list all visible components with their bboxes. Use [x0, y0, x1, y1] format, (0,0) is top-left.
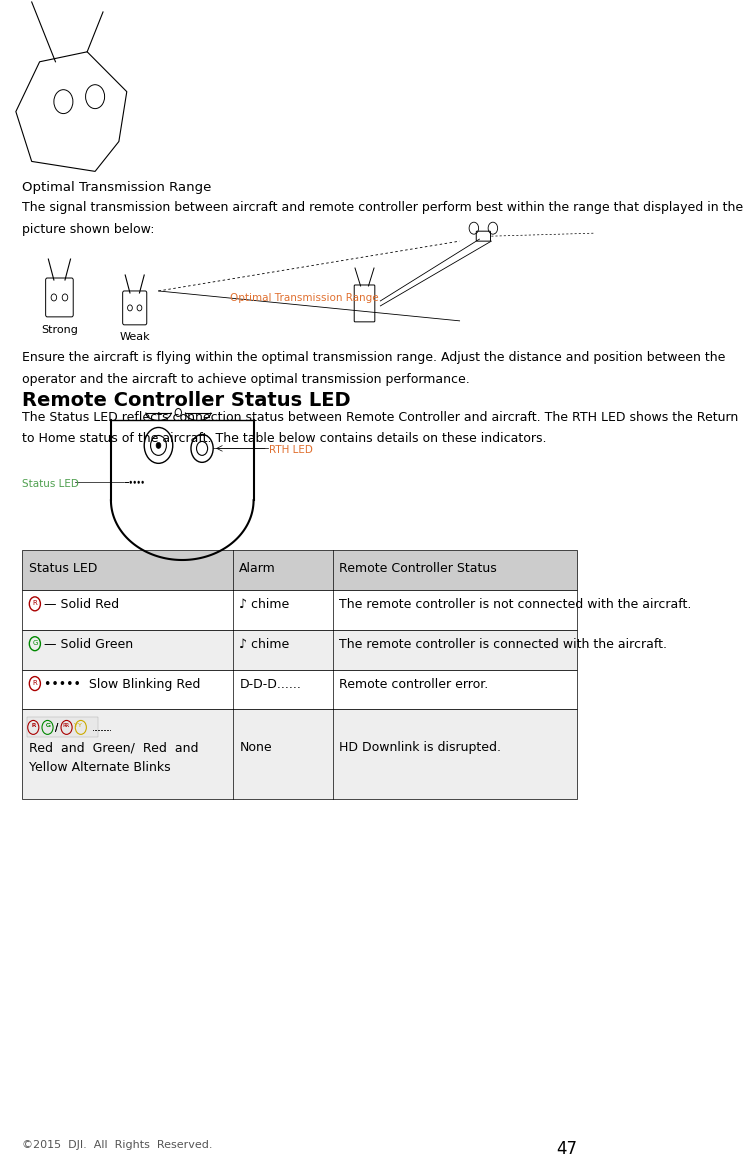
- Text: Status LED: Status LED: [29, 562, 97, 575]
- Text: ......: ......: [94, 724, 111, 733]
- Text: — Solid Green: — Solid Green: [45, 638, 134, 651]
- FancyBboxPatch shape: [22, 590, 577, 630]
- Text: The signal transmission between aircraft and remote controller perform best with: The signal transmission between aircraft…: [22, 201, 743, 214]
- Text: — Solid Red: — Solid Red: [45, 598, 119, 611]
- Text: Strong: Strong: [41, 325, 78, 336]
- Text: Remote Controller Status LED: Remote Controller Status LED: [22, 390, 351, 409]
- Text: G: G: [33, 640, 38, 646]
- Text: operator and the aircraft to achieve optimal transmission performance.: operator and the aircraft to achieve opt…: [22, 373, 470, 386]
- FancyBboxPatch shape: [22, 550, 577, 590]
- FancyBboxPatch shape: [22, 669, 577, 710]
- Circle shape: [141, 481, 144, 483]
- Text: RTH LED: RTH LED: [269, 445, 313, 456]
- Text: R: R: [33, 680, 37, 686]
- Text: picture shown below:: picture shown below:: [22, 223, 155, 236]
- Text: ♪ chime: ♪ chime: [240, 638, 290, 651]
- Text: G: G: [45, 724, 50, 729]
- Text: R: R: [31, 724, 36, 729]
- Text: Y: Y: [73, 724, 78, 729]
- Text: R: R: [64, 724, 69, 729]
- Text: R: R: [31, 724, 36, 729]
- Text: Red  and  Green/  Red  and: Red and Green/ Red and: [29, 741, 198, 754]
- Circle shape: [134, 481, 136, 483]
- Text: ©2015  DJI.  All  Rights  Reserved.: ©2015 DJI. All Rights Reserved.: [22, 1140, 212, 1150]
- Text: to Home status of the aircraft. The table below contains details on these indica: to Home status of the aircraft. The tabl…: [22, 432, 547, 445]
- Text: Remote controller error.: Remote controller error.: [339, 677, 488, 690]
- Circle shape: [156, 443, 161, 449]
- Text: R: R: [33, 600, 37, 605]
- Text: •••••  Slow Blinking Red: ••••• Slow Blinking Red: [45, 677, 201, 690]
- Text: Y: Y: [79, 724, 82, 729]
- Text: The remote controller is connected with the aircraft.: The remote controller is connected with …: [339, 638, 667, 651]
- Text: None: None: [240, 741, 272, 754]
- Text: R: R: [63, 724, 67, 729]
- Circle shape: [138, 481, 140, 483]
- FancyBboxPatch shape: [22, 710, 577, 799]
- Text: 47: 47: [556, 1140, 577, 1157]
- FancyBboxPatch shape: [27, 717, 98, 738]
- Text: ......: ......: [92, 724, 110, 733]
- Text: Weak: Weak: [119, 332, 150, 342]
- Text: The Status LED reflects connection status between Remote Controller and aircraft: The Status LED reflects connection statu…: [22, 410, 739, 423]
- Text: HD Downlink is disrupted.: HD Downlink is disrupted.: [339, 741, 501, 754]
- Text: The remote controller is not connected with the aircraft.: The remote controller is not connected w…: [339, 598, 692, 611]
- Text: D-D-D......: D-D-D......: [240, 677, 301, 690]
- Text: Optimal Transmission Range: Optimal Transmission Range: [22, 181, 212, 194]
- Text: Alarm: Alarm: [240, 562, 276, 575]
- Text: Ensure the aircraft is flying within the optimal transmission range. Adjust the : Ensure the aircraft is flying within the…: [22, 351, 726, 364]
- FancyBboxPatch shape: [22, 630, 577, 669]
- Circle shape: [129, 481, 132, 483]
- Text: Optimal Transmission Range: Optimal Transmission Range: [230, 293, 379, 303]
- Text: Yellow Alternate Blinks: Yellow Alternate Blinks: [29, 761, 170, 774]
- Text: Remote Controller Status: Remote Controller Status: [339, 562, 497, 575]
- Text: /: /: [54, 724, 58, 733]
- Text: /: /: [54, 724, 58, 733]
- Text: Status LED: Status LED: [22, 479, 79, 489]
- Text: G: G: [45, 724, 50, 729]
- Text: ♪ chime: ♪ chime: [240, 598, 290, 611]
